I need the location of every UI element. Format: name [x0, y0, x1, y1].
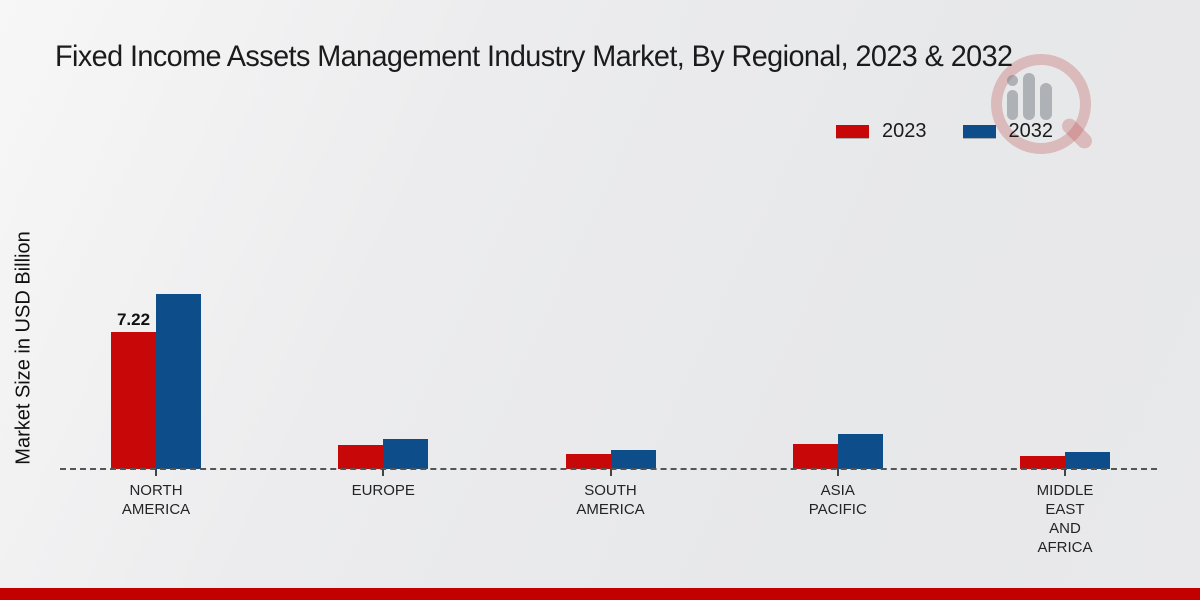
category-label-south-america: SOUTH AMERICA [531, 481, 691, 519]
category-label-north-america: NORTH AMERICA [76, 481, 236, 519]
bar-2023-north-america [111, 332, 156, 469]
watermark-bar-icon [1040, 83, 1052, 120]
legend-swatch-2023 [836, 125, 869, 138]
x-axis-tick-north-america [155, 469, 157, 476]
magnifier-bar-chart-logo-watermark [985, 48, 1105, 168]
legend: 2023 2032 [836, 120, 1053, 143]
bar-2032-europe [383, 439, 429, 469]
legend-item-2023: 2023 [836, 120, 927, 143]
bar-value-label: 7.22 [116, 310, 151, 329]
bar-2023-middle-east-and-africa [1020, 456, 1065, 469]
legend-label-2032: 2032 [1008, 120, 1054, 142]
watermark-magnifier-ring-icon [991, 54, 1091, 154]
bar-2032-south-america [610, 450, 656, 469]
watermark-dot-icon [1007, 75, 1018, 86]
x-axis-tick-middle-east-and-africa [1064, 469, 1066, 476]
category-label-line: AFRICA [1037, 539, 1093, 556]
bar-2032-asia-pacific [837, 434, 883, 469]
category-label-europe: EUROPE [303, 481, 463, 500]
legend-label-2023: 2023 [882, 120, 927, 142]
category-label-line: ASIA [820, 482, 855, 499]
bar-2023-south-america [565, 454, 611, 469]
bar-2032-north-america [156, 294, 201, 469]
category-label-line: AMERICA [576, 501, 645, 518]
legend-item-2032: 2032 [962, 120, 1054, 143]
x-axis-tick-asia-pacific [836, 469, 839, 476]
chart-title: Fixed Income Assets Management Industry … [55, 40, 1013, 73]
category-label-line: SOUTH [584, 482, 637, 499]
category-label-line: PACIFIC [808, 501, 867, 518]
category-label-line: AMERICA [121, 501, 191, 518]
category-label-line: MIDDLE [1036, 482, 1094, 499]
legend-swatch-2032 [962, 125, 996, 138]
category-label-line: NORTH [129, 482, 183, 499]
category-label-line: EAST [1045, 501, 1085, 518]
category-label-middle-east-and-africa: MIDDLE EAST AND AFRICA [985, 481, 1145, 557]
x-axis-tick-south-america [609, 469, 612, 476]
bar-2032-middle-east-and-africa [1065, 452, 1110, 469]
category-label-line: AND [1049, 520, 1081, 537]
watermark-bar-icon [1007, 90, 1018, 120]
y-axis-label: Market Size in USD Billion [12, 231, 35, 465]
bar-2023-asia-pacific [792, 444, 838, 469]
category-label-line: EUROPE [351, 482, 415, 499]
x-axis-baseline [60, 468, 1157, 470]
x-axis-tick-europe [382, 469, 385, 476]
footer-accent-bar [0, 588, 1200, 600]
watermark-bar-icon [1023, 73, 1035, 120]
category-label-asia-pacific: ASIA PACIFIC [758, 481, 918, 519]
bar-2023-europe [338, 445, 384, 469]
